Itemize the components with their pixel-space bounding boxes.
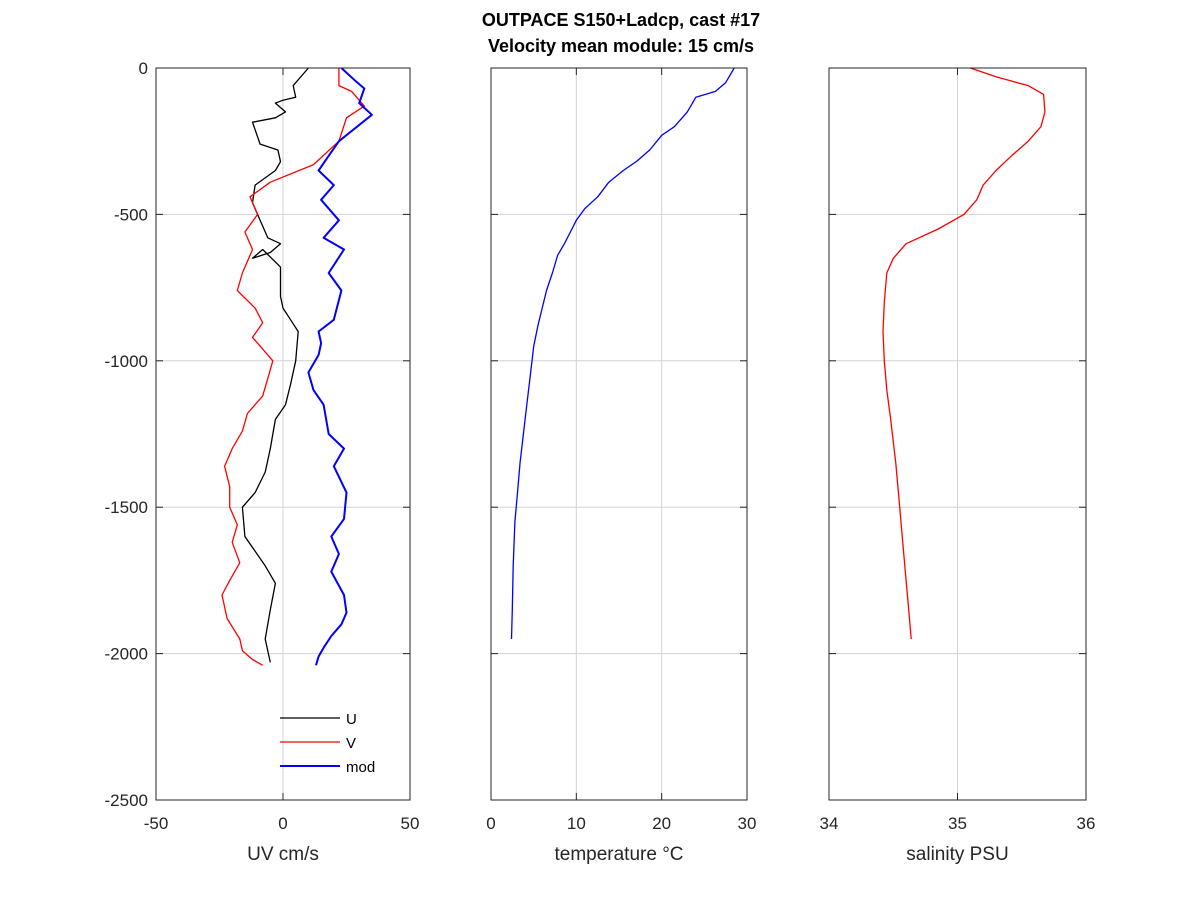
series-mod-line: [307, 67, 373, 666]
series-v-line: [221, 68, 365, 666]
x-tick-label: 20: [652, 814, 671, 833]
x-tick-label: 30: [738, 814, 757, 833]
x-axis-label: UV cm/s: [247, 844, 319, 865]
x-tick-label: 35: [948, 814, 967, 833]
x-tick-label: 50: [401, 814, 420, 833]
series-line-panel-2: [510, 67, 735, 640]
y-tick-label: -1000: [105, 352, 148, 371]
y-tick-label: -1500: [105, 498, 148, 517]
x-tick-label: 0: [278, 814, 287, 833]
panel-2: 0 10 20 30 temperature °C: [486, 67, 757, 865]
series-line-panel-3: [882, 67, 1046, 640]
x-axis-label: temperature °C: [554, 844, 683, 865]
x-tick-label: 34: [820, 814, 839, 833]
y-tick-label: -2500: [105, 791, 148, 810]
panel-3: 34 35 36 salinity PSU: [820, 67, 1096, 865]
y-tick-label: -2000: [105, 645, 148, 664]
x-tick-label: 36: [1077, 814, 1096, 833]
y-tick-label: 0: [139, 59, 148, 78]
legend-label-u: U: [346, 711, 357, 728]
legend-label-v: V: [346, 735, 356, 752]
y-tick-label: -500: [114, 205, 148, 224]
x-tick-label: 10: [567, 814, 586, 833]
series-u-line: [241, 67, 309, 663]
x-tick-label: -50: [144, 814, 169, 833]
x-tick-label: 0: [486, 814, 495, 833]
figure-title-line2: Velocity mean module: 15 cm/s: [488, 36, 754, 56]
legend-label-mod: mod: [346, 759, 375, 776]
figure-title-line1: OUTPACE S150+Ladcp, cast #17: [482, 10, 760, 30]
axes-frame: [490, 67, 748, 801]
x-axis-label: salinity PSU: [906, 844, 1008, 865]
